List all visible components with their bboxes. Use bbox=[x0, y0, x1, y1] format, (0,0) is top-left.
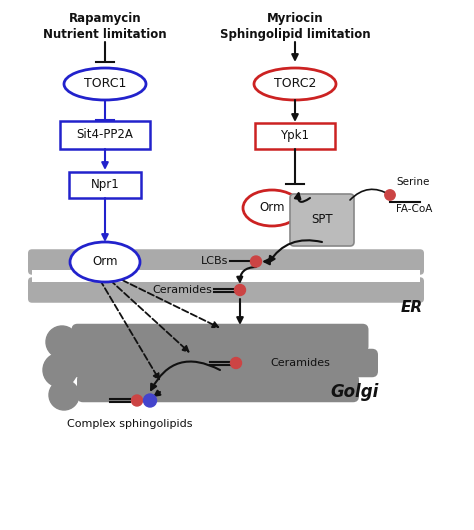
Circle shape bbox=[144, 394, 156, 407]
FancyBboxPatch shape bbox=[28, 249, 424, 275]
Text: SPT: SPT bbox=[311, 214, 333, 226]
Text: FA-CoA: FA-CoA bbox=[396, 204, 432, 214]
Circle shape bbox=[230, 358, 241, 368]
Text: Golgi: Golgi bbox=[331, 383, 379, 401]
Text: Ceramides: Ceramides bbox=[152, 285, 212, 295]
FancyBboxPatch shape bbox=[77, 374, 359, 402]
Circle shape bbox=[46, 326, 78, 358]
Ellipse shape bbox=[64, 68, 146, 100]
Text: LCBs: LCBs bbox=[201, 257, 228, 267]
Text: Serine: Serine bbox=[396, 177, 429, 187]
Text: Rapamycin
Nutrient limitation: Rapamycin Nutrient limitation bbox=[43, 12, 167, 41]
FancyBboxPatch shape bbox=[66, 349, 378, 377]
Circle shape bbox=[235, 285, 246, 296]
FancyBboxPatch shape bbox=[72, 324, 368, 352]
Text: Orm: Orm bbox=[92, 255, 118, 269]
Ellipse shape bbox=[254, 68, 336, 100]
FancyBboxPatch shape bbox=[60, 121, 150, 149]
Text: TORC2: TORC2 bbox=[274, 77, 316, 91]
Text: Ceramides: Ceramides bbox=[270, 358, 330, 368]
Circle shape bbox=[49, 380, 79, 410]
Circle shape bbox=[131, 395, 143, 406]
FancyBboxPatch shape bbox=[69, 172, 141, 198]
FancyBboxPatch shape bbox=[28, 277, 424, 303]
Text: Npr1: Npr1 bbox=[91, 179, 119, 191]
Text: Orm: Orm bbox=[259, 201, 285, 215]
Text: TORC1: TORC1 bbox=[84, 77, 126, 91]
Text: Complex sphingolipids: Complex sphingolipids bbox=[67, 419, 193, 429]
Circle shape bbox=[385, 190, 395, 200]
Bar bbox=[32, 270, 420, 282]
Circle shape bbox=[43, 353, 77, 387]
Text: Myriocin
Sphingolipid limitation: Myriocin Sphingolipid limitation bbox=[219, 12, 370, 41]
Text: Ypk1: Ypk1 bbox=[281, 129, 310, 143]
Circle shape bbox=[250, 256, 262, 267]
FancyBboxPatch shape bbox=[290, 194, 354, 246]
Text: Sit4-PP2A: Sit4-PP2A bbox=[77, 128, 134, 142]
Ellipse shape bbox=[243, 190, 301, 226]
Text: ER: ER bbox=[401, 301, 423, 315]
FancyBboxPatch shape bbox=[255, 123, 335, 149]
Ellipse shape bbox=[70, 242, 140, 282]
